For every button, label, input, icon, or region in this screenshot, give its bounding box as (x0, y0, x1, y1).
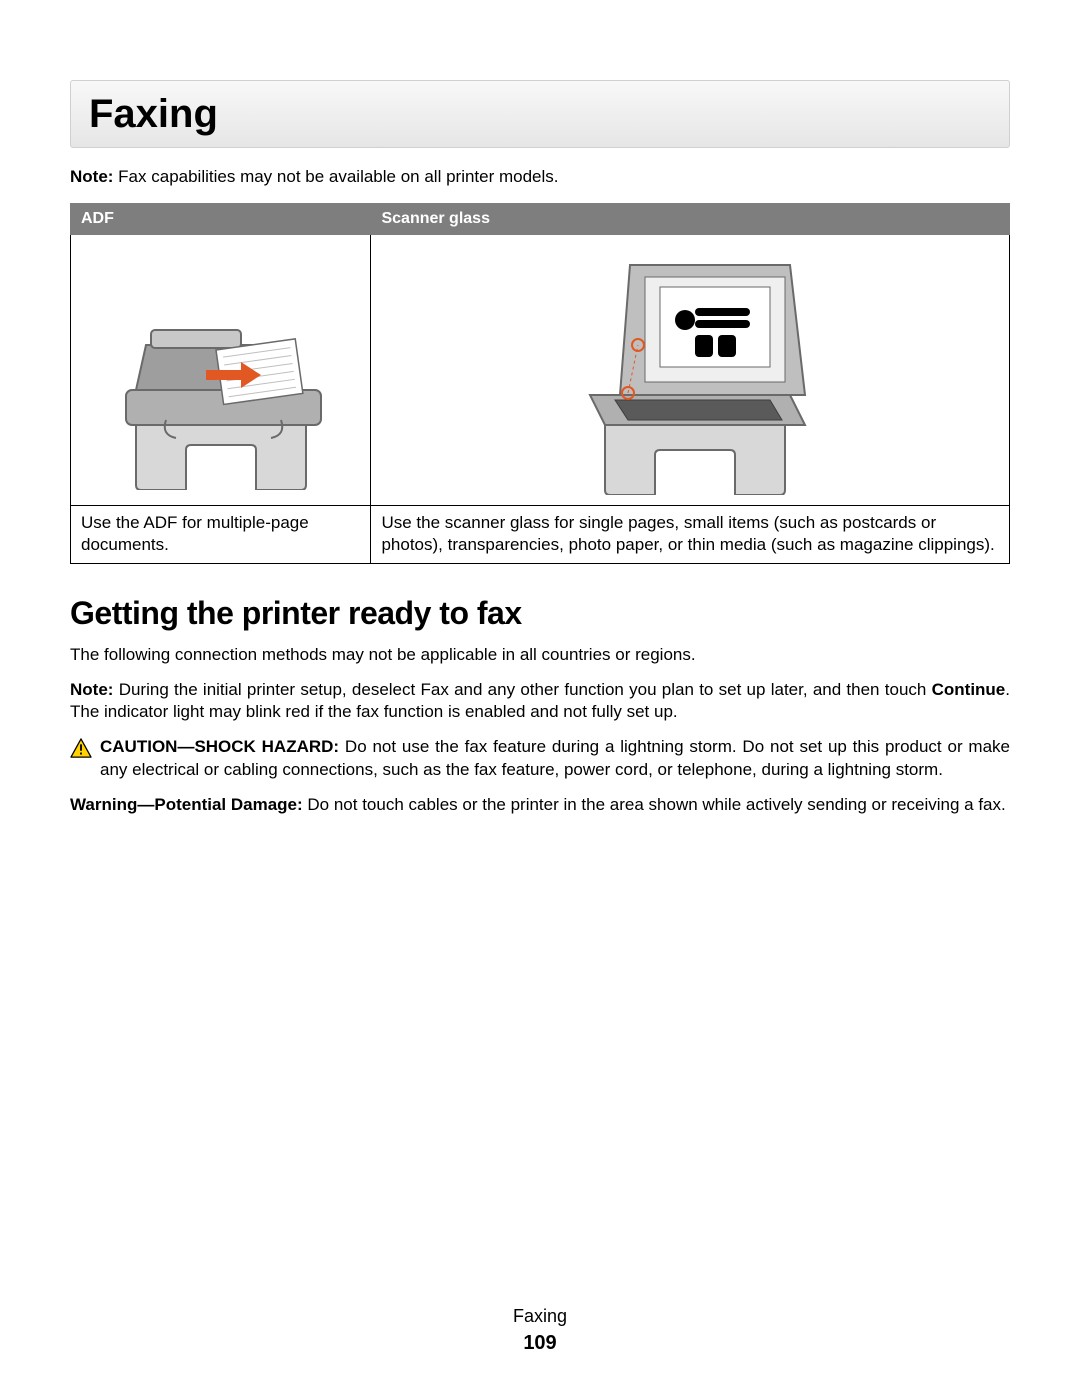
continue-bold: Continue (932, 680, 1006, 699)
chapter-title: Faxing (70, 80, 1010, 148)
scanner-description: Use the scanner glass for single pages, … (371, 505, 1010, 564)
page-footer: Faxing 109 (0, 1304, 1080, 1357)
warning-block: Warning—Potential Damage: Do not touch c… (70, 794, 1010, 817)
section-title: Getting the printer ready to fax (70, 592, 1010, 635)
section-intro: The following connection methods may not… (70, 644, 1010, 667)
scanner-glass-icon (560, 245, 820, 495)
footer-page-number: 109 (0, 1330, 1080, 1357)
warning-text: Do not touch cables or the printer in th… (303, 795, 1006, 814)
footer-section-name: Faxing (0, 1304, 1080, 1328)
warning-label: Warning—Potential Damage: (70, 795, 303, 814)
scan-methods-table: ADF Scanner glass (70, 203, 1010, 564)
top-note: Note: Fax capabilities may not be availa… (70, 166, 1010, 189)
table-header-scanner: Scanner glass (371, 203, 1010, 234)
setup-note-text-a: During the initial printer setup, desele… (113, 680, 931, 699)
scanner-illustration-cell (371, 234, 1010, 505)
adf-description: Use the ADF for multiple-page documents. (71, 505, 371, 564)
caution-triangle-icon (70, 738, 92, 758)
caution-label: CAUTION—SHOCK HAZARD: (100, 737, 339, 756)
note-label: Note: (70, 167, 113, 186)
note-text: Fax capabilities may not be available on… (113, 167, 558, 186)
setup-note-label: Note: (70, 680, 113, 699)
table-header-adf: ADF (71, 203, 371, 234)
adf-illustration-cell (71, 234, 371, 505)
caution-block: CAUTION—SHOCK HAZARD: Do not use the fax… (70, 736, 1010, 782)
adf-printer-icon (106, 250, 336, 490)
setup-note: Note: During the initial printer setup, … (70, 679, 1010, 725)
